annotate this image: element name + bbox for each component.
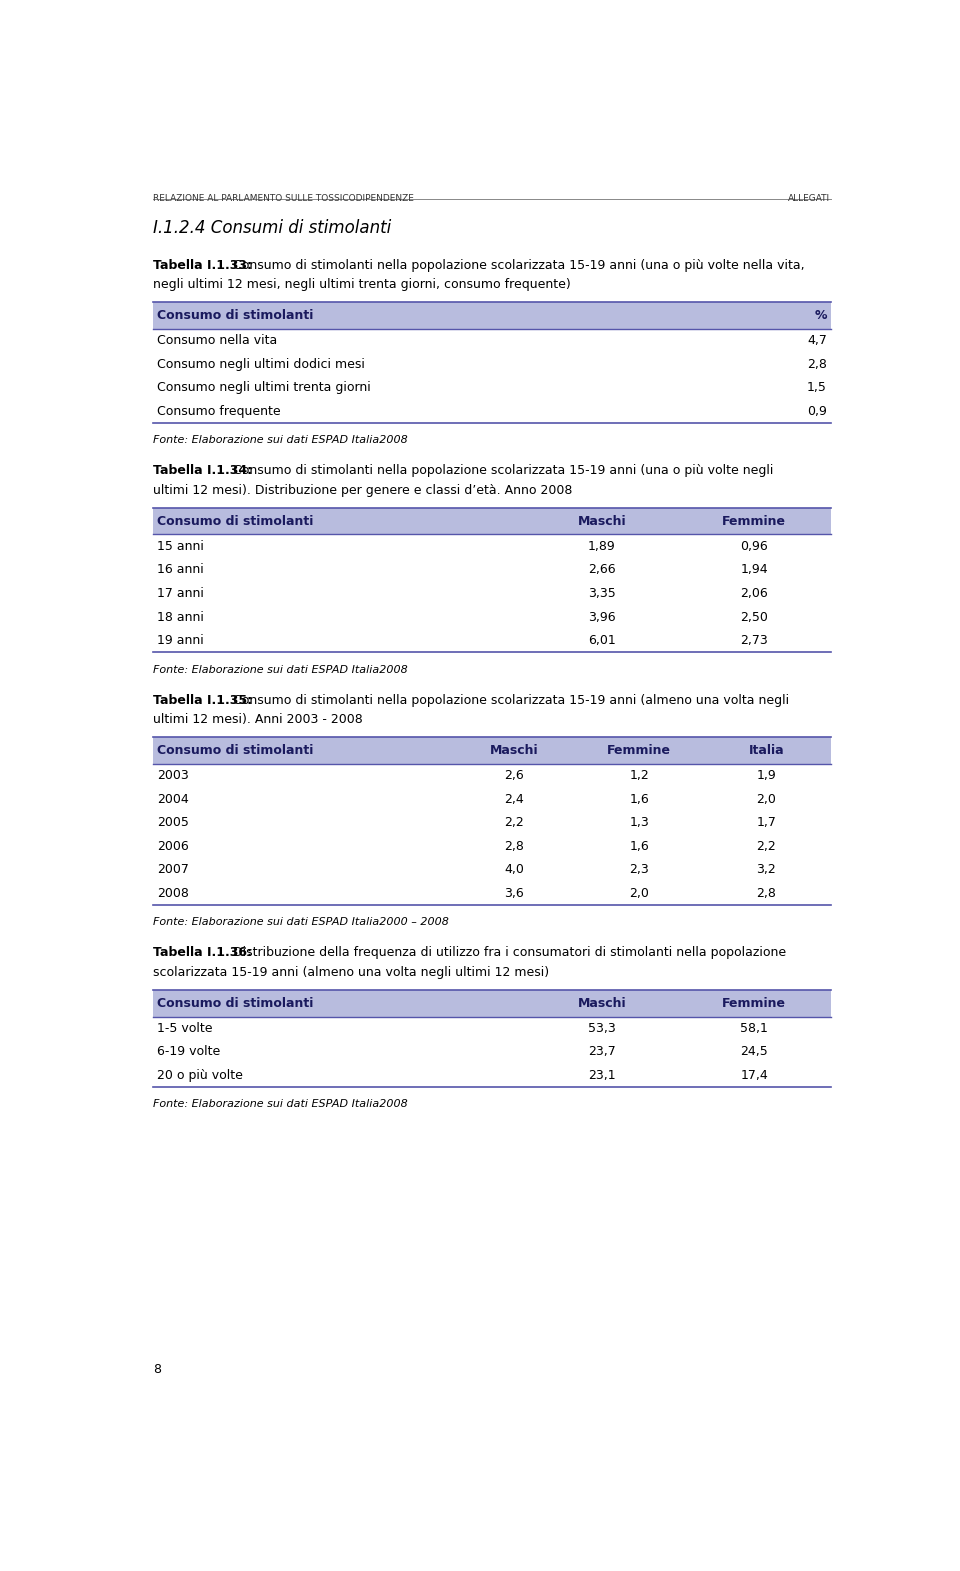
Text: 2,50: 2,50 [740,611,768,624]
Text: 24,5: 24,5 [740,1045,768,1059]
Text: 1,2: 1,2 [630,770,649,782]
Text: 1,89: 1,89 [588,540,616,553]
Text: Tabella I.1.35:: Tabella I.1.35: [154,693,252,707]
Text: 17,4: 17,4 [740,1068,768,1082]
Text: 2004: 2004 [157,793,189,806]
Text: 0,96: 0,96 [740,540,768,553]
Text: 2,8: 2,8 [807,358,827,371]
Text: 17 anni: 17 anni [157,588,204,600]
Text: Consumo di stimolanti: Consumo di stimolanti [157,515,314,528]
Text: negli ultimi 12 mesi, negli ultimi trenta giorni, consumo frequente): negli ultimi 12 mesi, negli ultimi trent… [154,278,571,291]
Text: ultimi 12 mesi). Anni 2003 - 2008: ultimi 12 mesi). Anni 2003 - 2008 [154,713,363,726]
Text: Fonte: Elaborazione sui dati ESPAD Italia2000 – 2008: Fonte: Elaborazione sui dati ESPAD Itali… [154,917,449,927]
Text: Tabella I.1.33:: Tabella I.1.33: [154,259,252,272]
Bar [154,737,830,764]
Text: Consumo di stimolanti: Consumo di stimolanti [157,745,314,757]
Text: 0,9: 0,9 [807,405,827,418]
Text: Fonte: Elaborazione sui dati ESPAD Italia2008: Fonte: Elaborazione sui dati ESPAD Itali… [154,665,408,674]
Text: Consumo di stimolanti: Consumo di stimolanti [157,309,314,322]
Text: 15 anni: 15 anni [157,540,204,553]
Text: 2,06: 2,06 [740,588,768,600]
Text: 6-19 volte: 6-19 volte [157,1045,221,1059]
Text: Consumo negli ultimi dodici mesi: Consumo negli ultimi dodici mesi [157,358,365,371]
Text: Consumo di stimolanti nella popolazione scolarizzata 15-19 anni (una o più volte: Consumo di stimolanti nella popolazione … [229,465,774,478]
Text: 2,2: 2,2 [504,817,524,829]
Text: I.1.2.4 Consumi di stimolanti: I.1.2.4 Consumi di stimolanti [154,218,392,237]
Text: 3,35: 3,35 [588,588,616,600]
Text: 1-5 volte: 1-5 volte [157,1021,213,1035]
Text: 2008: 2008 [157,888,189,900]
Text: Consumo di stimolanti nella popolazione scolarizzata 15-19 anni (una o più volte: Consumo di stimolanti nella popolazione … [229,259,805,272]
Text: Consumo di stimolanti: Consumo di stimolanti [157,996,314,1010]
Text: 2003: 2003 [157,770,189,782]
Text: Distribuzione della frequenza di utilizzo fra i consumatori di stimolanti nella : Distribuzione della frequenza di utilizz… [229,946,786,960]
Text: scolarizzata 15-19 anni (almeno una volta negli ultimi 12 mesi): scolarizzata 15-19 anni (almeno una volt… [154,966,550,979]
Text: 20 o più volte: 20 o più volte [157,1068,243,1082]
Text: 1,7: 1,7 [756,817,776,829]
Text: 2,4: 2,4 [504,793,524,806]
Text: 16 anni: 16 anni [157,564,204,577]
Text: Italia: Italia [749,745,784,757]
Text: 8: 8 [154,1364,161,1376]
Text: Consumo negli ultimi trenta giorni: Consumo negli ultimi trenta giorni [157,382,371,394]
Text: Consumo di stimolanti nella popolazione scolarizzata 15-19 anni (almeno una volt: Consumo di stimolanti nella popolazione … [229,693,789,707]
Text: 2,0: 2,0 [756,793,776,806]
Text: 2,2: 2,2 [756,840,776,853]
Text: %: % [814,309,827,322]
Text: ultimi 12 mesi). Distribuzione per genere e classi d’età. Anno 2008: ultimi 12 mesi). Distribuzione per gener… [154,484,573,496]
Text: 18 anni: 18 anni [157,611,204,624]
Text: Femmine: Femmine [722,515,786,528]
Text: 53,3: 53,3 [588,1021,616,1035]
Text: Maschi: Maschi [578,515,626,528]
Text: RELAZIONE AL PARLAMENTO SULLE TOSSICODIPENDENZE: RELAZIONE AL PARLAMENTO SULLE TOSSICODIP… [154,193,415,203]
Text: Maschi: Maschi [578,996,626,1010]
Text: 23,7: 23,7 [588,1045,616,1059]
Text: Tabella I.1.34:: Tabella I.1.34: [154,465,252,478]
Bar [154,302,830,328]
Bar [154,507,830,534]
Text: 1,3: 1,3 [630,817,649,829]
Text: 2,6: 2,6 [504,770,524,782]
Text: 1,9: 1,9 [756,770,776,782]
Text: 2,3: 2,3 [630,864,649,877]
Text: Fonte: Elaborazione sui dati ESPAD Italia2008: Fonte: Elaborazione sui dati ESPAD Itali… [154,1100,408,1109]
Text: 19 anni: 19 anni [157,635,204,647]
Text: 3,2: 3,2 [756,864,776,877]
Text: 6,01: 6,01 [588,635,616,647]
Text: 2006: 2006 [157,840,189,853]
Bar [154,990,830,1016]
Text: Femmine: Femmine [722,996,786,1010]
Text: 3,6: 3,6 [504,888,524,900]
Text: Tabella I.1.36:: Tabella I.1.36: [154,946,252,960]
Text: ALLEGATI: ALLEGATI [788,193,830,203]
Text: 2,73: 2,73 [740,635,768,647]
Text: 2007: 2007 [157,864,189,877]
Text: 2,66: 2,66 [588,564,615,577]
Text: 1,94: 1,94 [740,564,768,577]
Text: 2005: 2005 [157,817,189,829]
Text: 1,6: 1,6 [630,793,649,806]
Text: 4,0: 4,0 [504,864,524,877]
Text: 1,6: 1,6 [630,840,649,853]
Text: 58,1: 58,1 [740,1021,768,1035]
Text: Maschi: Maschi [490,745,539,757]
Text: Consumo frequente: Consumo frequente [157,405,281,418]
Text: Consumo nella vita: Consumo nella vita [157,335,277,347]
Text: Fonte: Elaborazione sui dati ESPAD Italia2008: Fonte: Elaborazione sui dati ESPAD Itali… [154,435,408,445]
Text: 2,8: 2,8 [756,888,776,900]
Text: Femmine: Femmine [608,745,671,757]
Text: 2,8: 2,8 [504,840,524,853]
Text: 4,7: 4,7 [807,335,827,347]
Text: 23,1: 23,1 [588,1068,615,1082]
Text: 2,0: 2,0 [630,888,649,900]
Text: 3,96: 3,96 [588,611,615,624]
Text: 1,5: 1,5 [807,382,827,394]
